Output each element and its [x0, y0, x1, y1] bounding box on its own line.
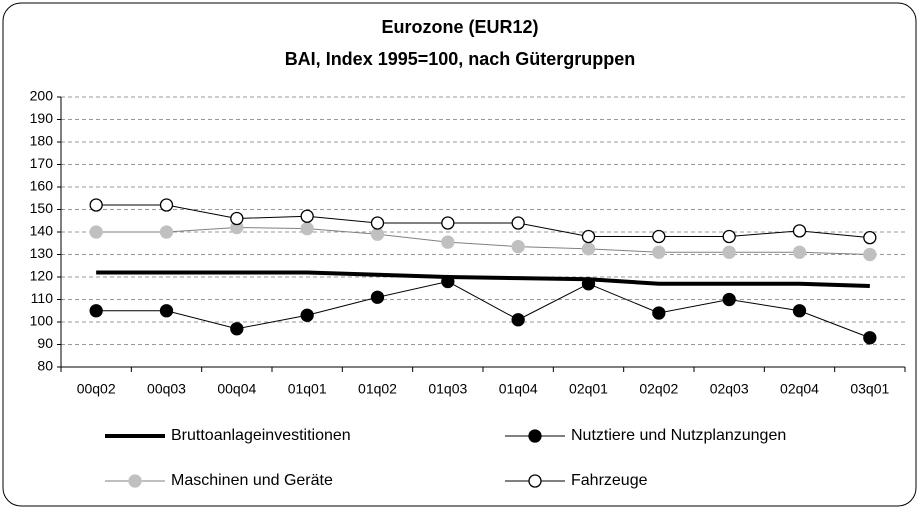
series-line	[96, 226, 870, 255]
marker	[230, 322, 244, 336]
marker	[441, 235, 455, 249]
marker	[652, 306, 666, 320]
marker	[722, 245, 736, 259]
y-tick-label: 150	[30, 200, 54, 216]
y-tick-label: 160	[30, 178, 54, 194]
marker	[792, 224, 807, 238]
legend-label: Nutztiere und Nutzplanzungen	[571, 427, 786, 444]
marker	[863, 230, 877, 245]
y-tick-label: 190	[30, 110, 54, 126]
marker	[370, 290, 385, 304]
marker	[441, 274, 455, 289]
x-tick-label: 00q03	[147, 381, 186, 397]
chart-subtitle: BAI, Index 1995=100, nach Gütergruppen	[285, 49, 636, 69]
x-tick-label: 01q02	[358, 381, 397, 397]
series-line	[96, 280, 871, 339]
marker	[300, 209, 314, 223]
marker	[89, 225, 103, 239]
marker	[300, 221, 314, 236]
y-tick-label: 130	[30, 245, 54, 261]
x-tick-label: 03q01	[850, 381, 889, 397]
legend-label: Bruttoanlageinvestitionen	[171, 427, 351, 444]
marker	[652, 229, 666, 244]
marker	[722, 229, 736, 244]
x-tick-label: 01q03	[428, 381, 467, 397]
x-tick-label: 02q02	[639, 381, 678, 397]
marker	[581, 277, 596, 291]
marker	[652, 245, 666, 259]
marker	[370, 216, 385, 230]
y-tick-label: 110	[31, 290, 54, 306]
y-tick-label: 90	[37, 335, 53, 351]
marker	[581, 242, 596, 256]
legend-label: Fahrzeuge	[571, 472, 648, 489]
marker	[441, 216, 455, 230]
x-tick-label: 02q01	[569, 381, 608, 397]
marker	[581, 229, 596, 244]
x-tick-label: 00q02	[77, 381, 116, 397]
marker	[722, 292, 736, 307]
marker	[230, 211, 244, 226]
legend-label: Maschinen und Geräte	[171, 472, 333, 489]
marker	[511, 313, 525, 327]
y-tick-label: 80	[37, 358, 53, 374]
legend-marker	[128, 474, 142, 488]
marker	[511, 216, 525, 230]
marker	[863, 331, 877, 345]
y-tick-label: 100	[30, 313, 54, 329]
legend-marker	[528, 429, 542, 443]
y-tick-label: 200	[30, 88, 54, 104]
series-line	[96, 270, 870, 288]
marker	[159, 304, 174, 318]
marker	[792, 245, 807, 259]
marker	[863, 247, 877, 262]
x-tick-label: 01q01	[288, 381, 327, 397]
marker	[300, 308, 314, 322]
marker	[370, 227, 385, 241]
chart-title: Eurozone (EUR12)	[381, 17, 538, 37]
series-line	[96, 204, 870, 239]
legend-marker	[528, 474, 542, 488]
y-tick-label: 170	[30, 155, 54, 171]
y-tick-label: 180	[30, 133, 54, 149]
marker	[159, 225, 174, 239]
marker	[89, 198, 103, 212]
marker	[89, 304, 103, 318]
x-tick-label: 00q04	[217, 381, 256, 397]
y-tick-label: 140	[30, 223, 54, 239]
x-tick-label: 02q04	[780, 381, 819, 397]
marker	[159, 198, 174, 212]
x-tick-label: 02q03	[710, 381, 749, 397]
marker	[792, 304, 807, 318]
marker	[511, 239, 525, 254]
y-tick-label: 120	[30, 268, 54, 284]
x-tick-label: 01q04	[499, 381, 538, 397]
